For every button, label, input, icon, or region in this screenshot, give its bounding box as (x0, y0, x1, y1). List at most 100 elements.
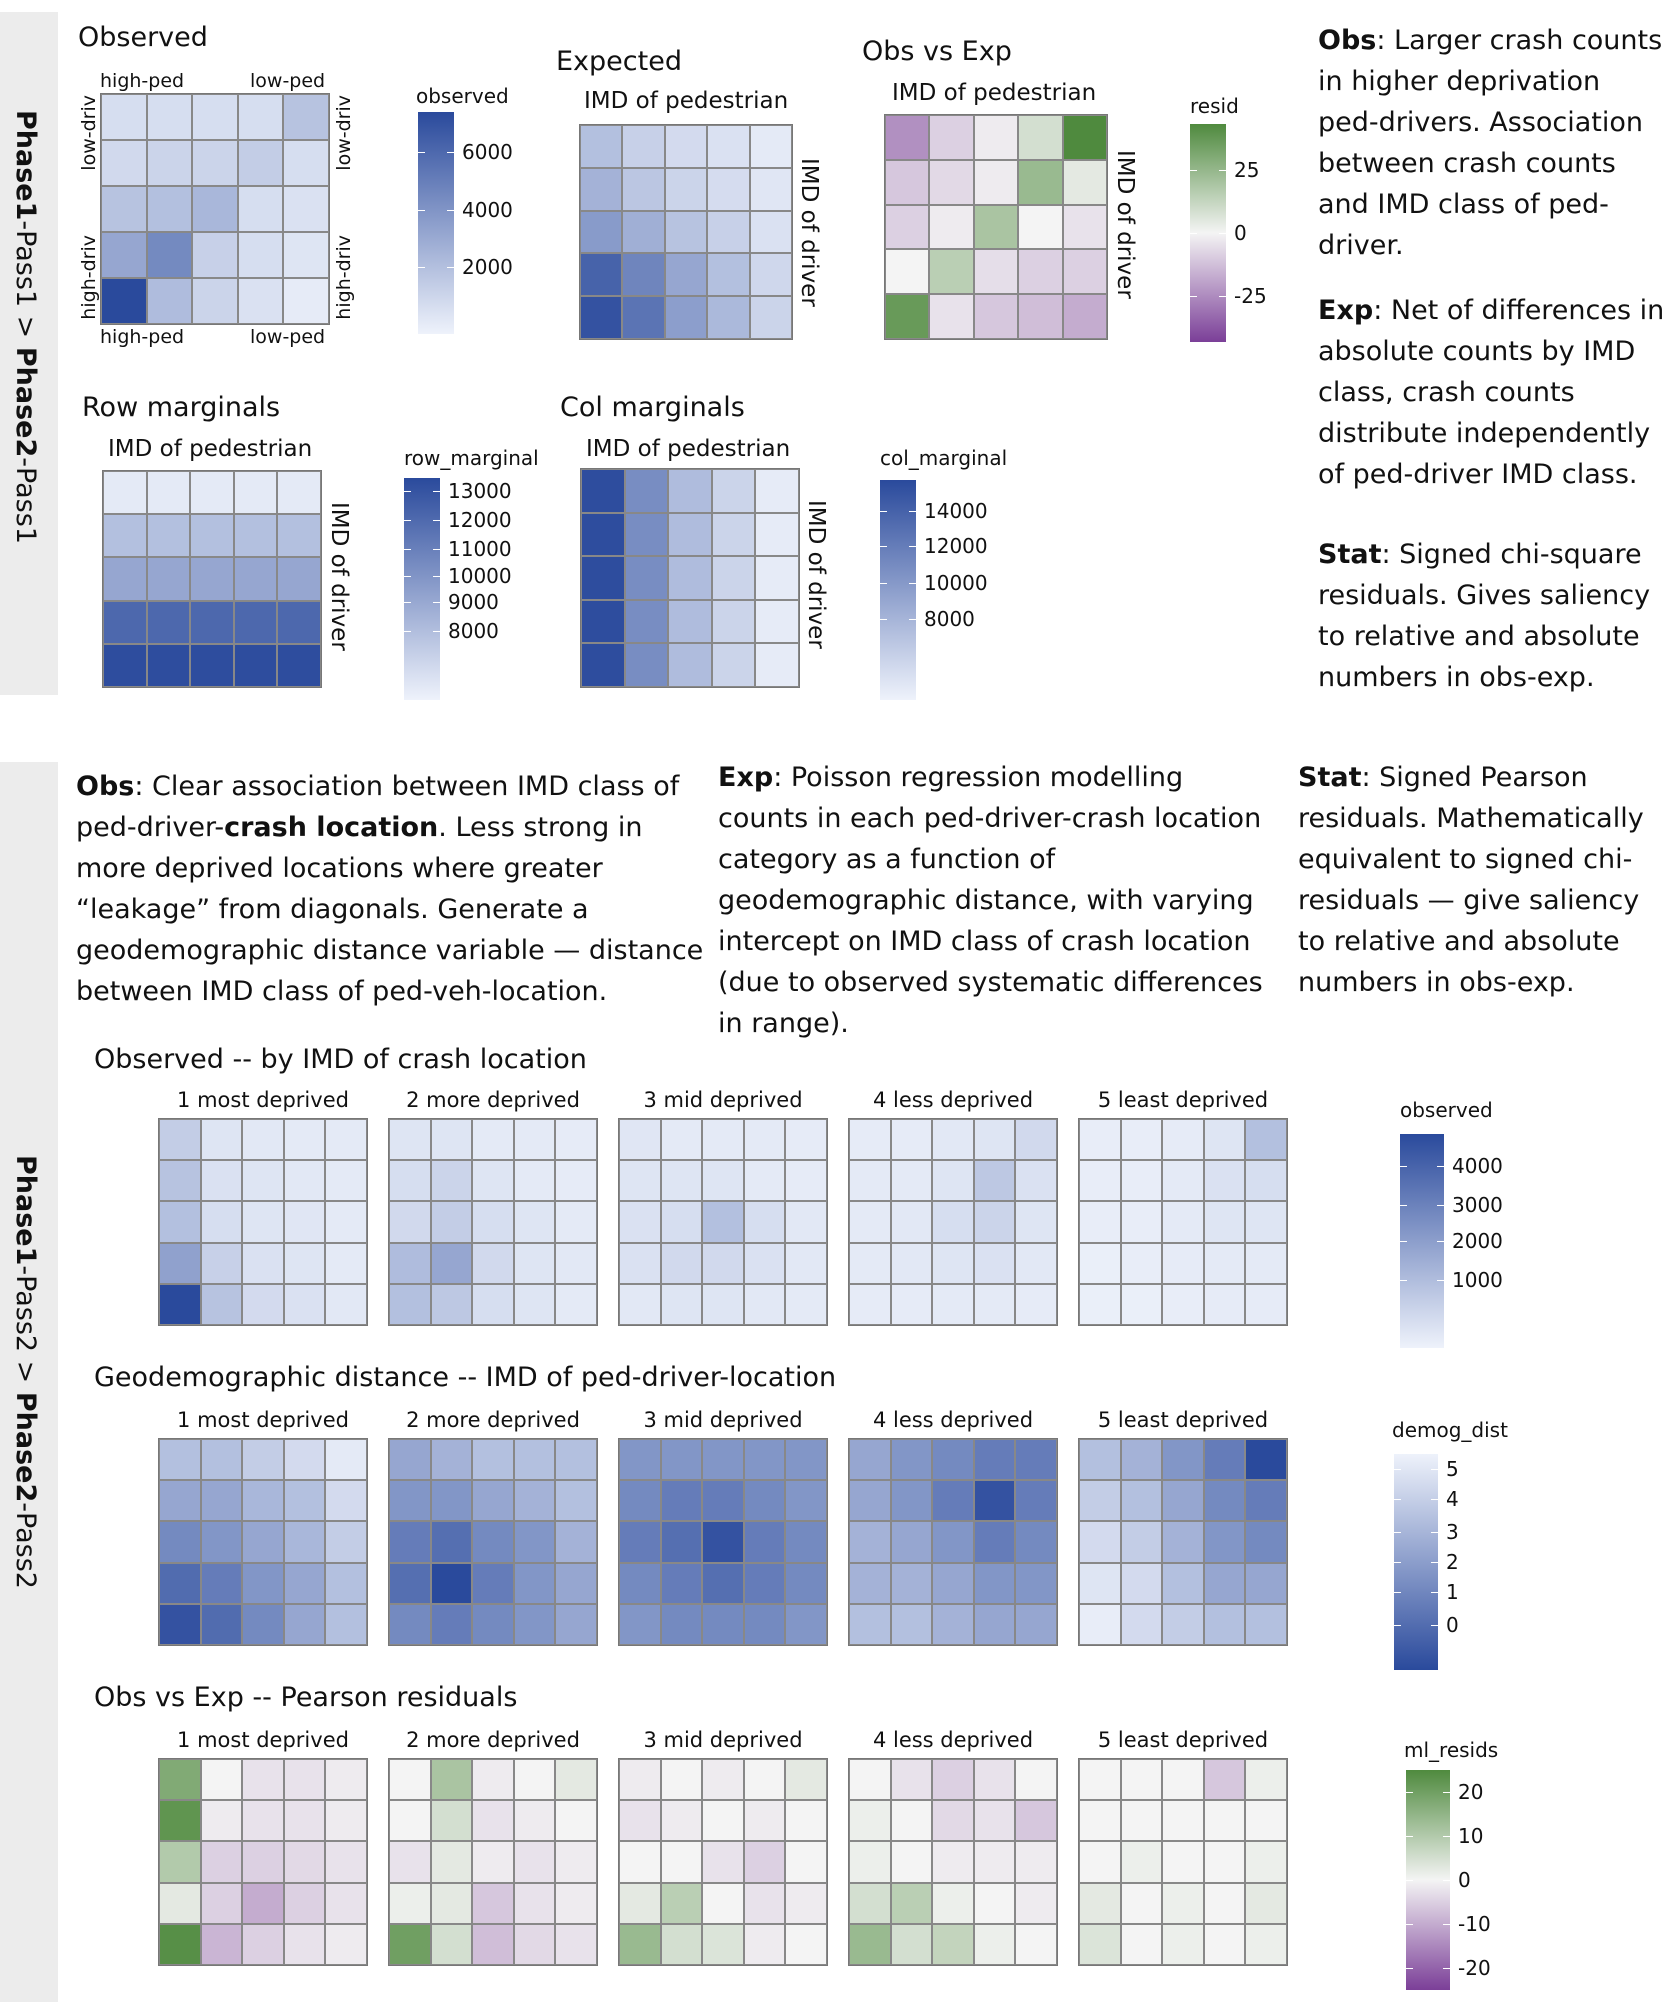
heatmap-cell (1162, 1480, 1204, 1522)
facet-heatmap (618, 1438, 828, 1646)
heatmap-cell (190, 600, 234, 644)
heatmap-cell (660, 1759, 703, 1801)
legend-tick-mark (447, 209, 454, 211)
heatmap-cell (668, 599, 712, 644)
heatmap-cell (430, 1439, 473, 1481)
legend-tick-label: 4000 (1452, 1154, 1503, 1179)
legend-tick-label: 8000 (448, 619, 499, 644)
heatmap-cell (192, 232, 238, 278)
legend2-observed-title: observed (1400, 1098, 1493, 1122)
heatmap-cell (159, 1923, 201, 1965)
heatmap-cell (242, 1439, 284, 1481)
heatmap-cell (472, 1841, 514, 1883)
heatmap-cell (890, 1800, 933, 1842)
heatmap-cell (1015, 1521, 1057, 1563)
heatmap-cell (1203, 1800, 1246, 1842)
heatmap-cell (430, 1923, 473, 1965)
obsvexp-title: Obs vs Exp (862, 36, 1012, 67)
heatmap-cell (389, 1882, 431, 1924)
heatmap-cell (660, 1119, 703, 1161)
heatmap-cell (1079, 1521, 1121, 1563)
heatmap-cell (755, 556, 799, 600)
heatmap-cell (242, 1160, 284, 1202)
heatmap-cell (159, 1283, 201, 1325)
heatmap-cell (389, 1603, 431, 1645)
legend-tick-mark (418, 151, 425, 153)
legend-tick-mark (1219, 233, 1226, 234)
heatmap-cell (1245, 1841, 1287, 1883)
heatmap-cell (1015, 1283, 1057, 1325)
heatmap-cell (101, 186, 147, 232)
heatmap-cell (1203, 1201, 1246, 1243)
heatmap-cell (555, 1242, 597, 1284)
heatmap-cell (283, 1841, 326, 1883)
heatmap-cell (159, 1160, 201, 1202)
heatmap-cell (1203, 1923, 1246, 1965)
heatmap-cell (513, 1283, 556, 1325)
heatmap-cell (702, 1800, 744, 1842)
heatmap-cell (749, 210, 792, 254)
heatmap-cell (472, 1562, 514, 1604)
heatmap-cell (1015, 1439, 1057, 1481)
heatmap-cell (555, 1283, 597, 1325)
heatmap-cell (743, 1160, 786, 1202)
legend-tick-label: -20 (1458, 1956, 1491, 1980)
heatmap-cell (1120, 1800, 1163, 1842)
heatmap-cell (430, 1841, 473, 1883)
heatmap-cell (283, 1480, 326, 1522)
legend-tick-label: 6000 (462, 139, 513, 164)
heatmap-cell (101, 140, 147, 186)
heatmap-cell (1062, 204, 1107, 250)
facet-heatmap (1078, 1438, 1288, 1646)
heatmap-cell (159, 1521, 201, 1563)
heatmap-cell (973, 1841, 1016, 1883)
legend-resids-title: ml_resids (1404, 1738, 1499, 1762)
legend-tick-mark (447, 267, 454, 269)
heatmap-cell (472, 1201, 514, 1243)
heatmap-cell (973, 1521, 1016, 1563)
heatmap-cell (1162, 1160, 1204, 1202)
heatmap-cell (389, 1923, 431, 1965)
heatmap-cell (277, 643, 321, 687)
heatmap-cell (702, 1521, 744, 1563)
heatmap-cell (159, 1562, 201, 1604)
expected-ylabel: IMD of driver (796, 158, 822, 307)
heatmap-cell (743, 1480, 786, 1522)
heatmap-cell (932, 1119, 974, 1161)
heatmap-cell (749, 125, 792, 168)
col-marginals-heatmap (580, 468, 800, 688)
heatmap-cell (1018, 115, 1063, 160)
heatmap-cell (1162, 1759, 1204, 1801)
heatmap-cell (146, 232, 193, 278)
legend-tick-label: -25 (1234, 284, 1267, 309)
heatmap-cell (242, 1119, 284, 1161)
heatmap-cell (743, 1923, 786, 1965)
heatmap-cell (283, 1562, 326, 1604)
heatmap-cell (103, 471, 147, 515)
heatmap-cell (1079, 1923, 1121, 1965)
heatmap-cell (743, 1841, 786, 1883)
heatmap-cell (1162, 1562, 1204, 1604)
heatmap-cell (1079, 1759, 1121, 1801)
heatmap-cell (237, 140, 284, 186)
heatmap-cell (283, 1242, 326, 1284)
legend-tick-mark (1431, 1562, 1438, 1563)
heatmap-cell (555, 1439, 597, 1481)
heatmap-cell (1203, 1841, 1246, 1883)
heatmap-cell (283, 94, 329, 140)
heatmap-cell (190, 557, 234, 601)
heatmap-cell (1245, 1800, 1287, 1842)
heatmap-cell (159, 1841, 201, 1883)
facet-label: 5 least deprived (1097, 1088, 1269, 1112)
facet-heatmap (158, 1118, 368, 1326)
heatmap-cell (849, 1283, 891, 1325)
heatmap-cell (237, 94, 284, 140)
heatmap-cell (1120, 1759, 1163, 1801)
heatmap-cell (580, 253, 623, 297)
legend-tick-mark (1431, 1531, 1438, 1533)
heatmap-cell (743, 1562, 786, 1604)
legend-tick-label: 0 (1234, 221, 1247, 245)
heatmap-cell (1245, 1603, 1287, 1645)
heatmap-cell (755, 643, 799, 687)
heatmap-cell (1162, 1923, 1204, 1965)
